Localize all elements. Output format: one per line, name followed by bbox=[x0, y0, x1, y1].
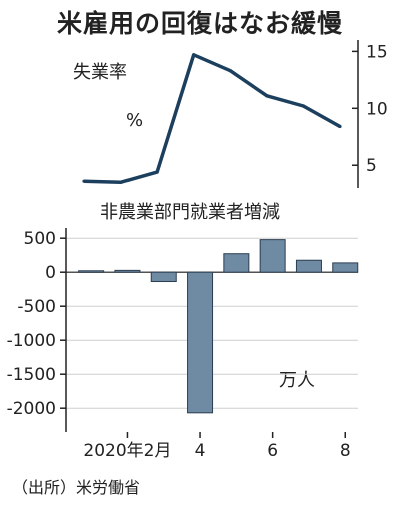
unemployment-point-2020-07 bbox=[301, 104, 306, 108]
bar-y-tick-label: -500 bbox=[17, 297, 56, 317]
unemployment-point-2020-08 bbox=[338, 124, 342, 129]
payroll-bar-2020-05 bbox=[223, 253, 250, 273]
payroll-bar-2020-07 bbox=[295, 259, 322, 273]
payroll-bar-2020-02 bbox=[114, 269, 141, 273]
unemployment-line-panel: 失業率 % 5 10 15 bbox=[73, 40, 388, 188]
bar-chart-title: 非農業部門就業者増減 bbox=[100, 202, 280, 223]
payroll-bar-2020-01 bbox=[78, 270, 105, 273]
unemployment-point-2020-04 bbox=[192, 53, 196, 57]
unemployment-point-2020-06 bbox=[265, 94, 269, 98]
bar-x-tick-label: 6 bbox=[267, 441, 278, 461]
bar-y-tick-label: -1500 bbox=[7, 365, 56, 385]
bar-x-tick-label: 2020年2月 bbox=[83, 441, 171, 461]
payroll-bar-2020-04 bbox=[187, 271, 214, 414]
page-title: 米雇用の回復はなお緩慢 bbox=[56, 9, 343, 38]
unemployment-point-2020-02 bbox=[118, 180, 123, 184]
bar-x-tick-label: 8 bbox=[340, 441, 351, 461]
line-chart-unit: % bbox=[126, 110, 143, 131]
bar-chart-unit: 万人 bbox=[279, 370, 315, 391]
line-y-tick-label: 10 bbox=[366, 99, 388, 119]
line-y-tick-label: 15 bbox=[366, 42, 388, 62]
payroll-bar-panel: 非農業部門就業者増減 万人 500 0 -500 -1000 -1500 -2000 20… bbox=[7, 202, 359, 461]
unemployment-point-2020-03 bbox=[155, 170, 159, 174]
payroll-bar-2020-06 bbox=[259, 239, 286, 273]
source-note: （出所）米労働省 bbox=[12, 478, 141, 497]
line-y-tick-label: 5 bbox=[366, 156, 377, 176]
unemployment-point-2020-05 bbox=[228, 69, 232, 73]
payroll-bar-2020-03 bbox=[150, 271, 177, 283]
bar-x-tick-label: 4 bbox=[195, 441, 206, 461]
payroll-bar-2020-08 bbox=[332, 262, 359, 273]
bar-y-tick-label: -2000 bbox=[7, 399, 56, 419]
unemployment-point-2020-01 bbox=[82, 179, 86, 183]
bar-y-tick-label: 0 bbox=[45, 263, 56, 283]
line-chart-title: 失業率 bbox=[73, 62, 127, 83]
bar-y-tick-label: 500 bbox=[24, 229, 56, 249]
bar-y-tick-label: -1000 bbox=[7, 331, 56, 351]
unemployment-rate-line bbox=[83, 53, 341, 185]
